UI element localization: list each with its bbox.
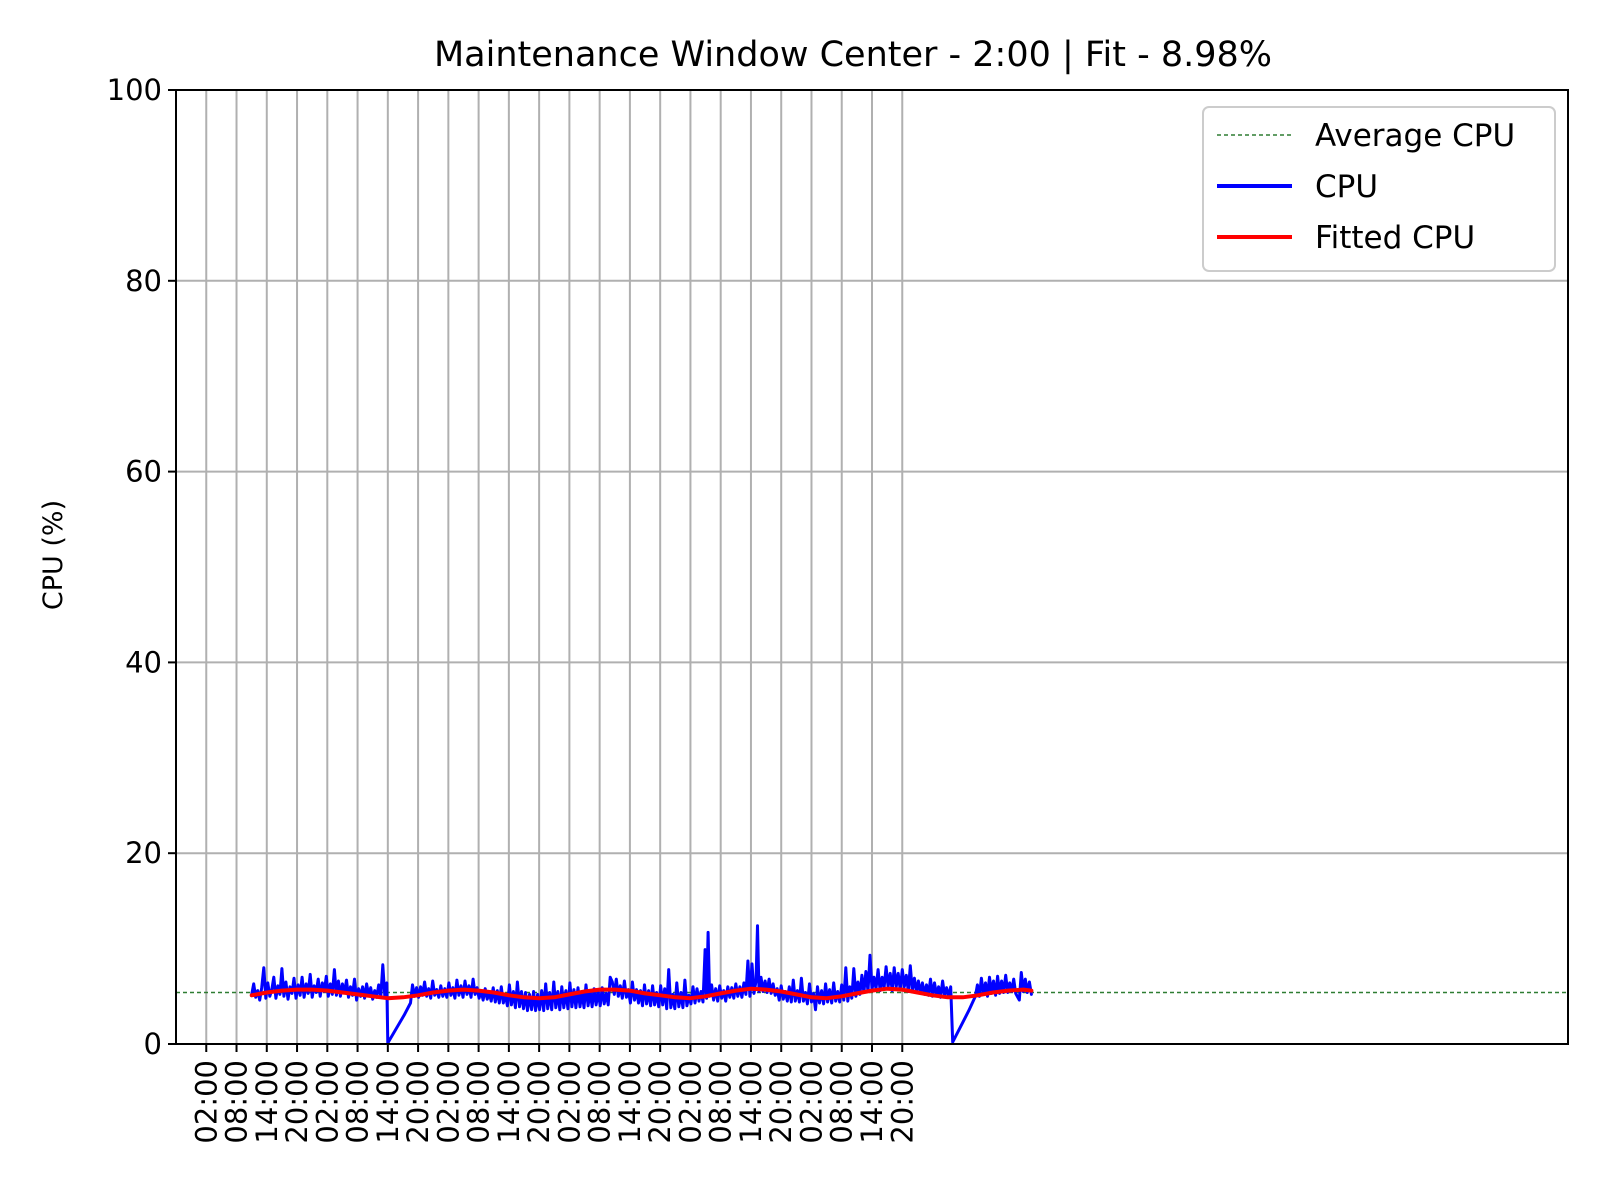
x-tick-label: 02:00 [552, 1060, 586, 1144]
x-tick-label: 14:00 [734, 1060, 768, 1144]
x-axis-ticks: 02:0008:0014:0020:0002:0008:0014:0020:00… [189, 1044, 919, 1144]
series-line-fitted-cpu [249, 986, 1034, 1001]
x-tick-label: 20:00 [280, 1060, 314, 1144]
x-tick-label: 20:00 [885, 1060, 919, 1144]
y-tick-label: 60 [125, 455, 162, 489]
legend-label-average-cpu: Average CPU [1315, 118, 1515, 154]
x-tick-label: 20:00 [522, 1060, 556, 1144]
legend-label-fitted-cpu: Fitted CPU [1315, 220, 1475, 256]
y-axis-ticks: 0 20 40 60 80 100 [107, 73, 176, 1061]
x-tick-label: 08:00 [583, 1060, 617, 1144]
x-tick-label: 08:00 [462, 1060, 496, 1144]
legend-box [1202, 106, 1556, 272]
x-tick-label: 02:00 [189, 1060, 223, 1144]
legend-label-cpu: CPU [1315, 169, 1378, 205]
series-line-cpu [250, 924, 1033, 1045]
x-tick-label: 14:00 [250, 1060, 284, 1144]
grid [176, 89, 1568, 1045]
x-tick-label: 02:00 [794, 1060, 828, 1144]
plot-frame [175, 89, 1569, 1045]
x-tick-label: 20:00 [764, 1060, 798, 1144]
x-tick-label: 14:00 [855, 1060, 889, 1144]
y-tick-label: 100 [107, 73, 162, 107]
x-tick-label: 14:00 [492, 1060, 526, 1144]
chart-title: Maintenance Window Center - 2:00 | Fit -… [434, 35, 1272, 75]
x-tick-label: 02:00 [673, 1060, 707, 1144]
y-axis-title: CPU (%) [38, 500, 69, 610]
x-tick-label: 08:00 [220, 1060, 254, 1144]
x-tick-label: 02:00 [310, 1060, 344, 1144]
x-tick-label: 08:00 [825, 1060, 859, 1144]
x-tick-label: 02:00 [431, 1060, 465, 1144]
x-tick-label: 14:00 [613, 1060, 647, 1144]
y-tick-label: 40 [125, 645, 162, 679]
x-tick-label: 20:00 [643, 1060, 677, 1144]
x-tick-label: 20:00 [401, 1060, 435, 1144]
y-tick-label: 20 [125, 836, 162, 870]
x-tick-label: 08:00 [341, 1060, 375, 1144]
legend: Average CPU CPU Fitted CPU [1202, 106, 1556, 272]
series-layer [176, 924, 1568, 1045]
y-tick-label: 80 [125, 264, 162, 298]
x-tick-label: 14:00 [371, 1060, 405, 1144]
y-tick-label: 0 [144, 1027, 162, 1061]
x-tick-label: 08:00 [704, 1060, 738, 1144]
